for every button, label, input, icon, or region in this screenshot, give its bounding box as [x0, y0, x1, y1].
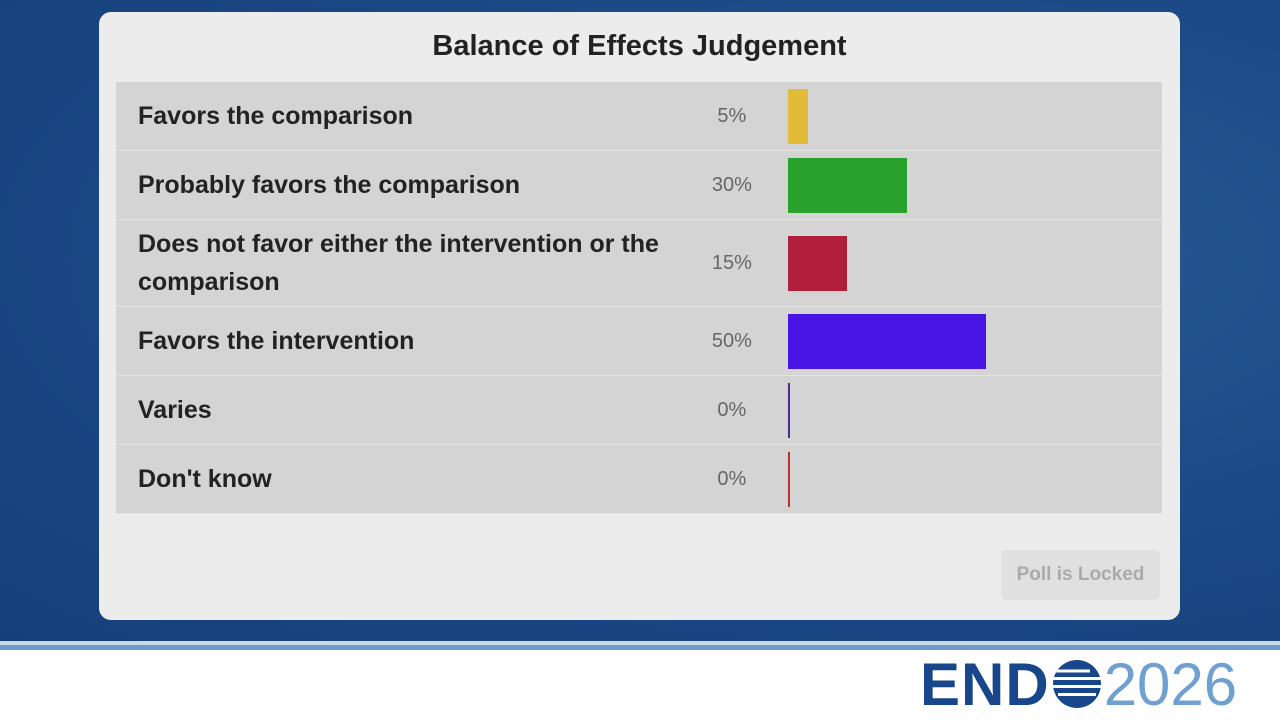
logo-globe [1049, 660, 1104, 708]
bar-track [787, 157, 1162, 213]
option-label: Does not favor either the intervention o… [138, 230, 659, 296]
bar-track [787, 382, 1162, 438]
logo: END 2026 [920, 650, 1238, 718]
bar-track [787, 451, 1162, 507]
bar [787, 157, 907, 213]
bar-track [787, 235, 1162, 291]
option-label: Probably favors the comparison [138, 171, 521, 199]
option-label: Favors the comparison [138, 102, 414, 130]
bar [787, 88, 808, 144]
option-label: Varies [138, 396, 212, 424]
bar [787, 382, 790, 438]
value-label: 15% [711, 251, 752, 274]
logo-text: END [920, 650, 1050, 718]
rule [0, 641, 1280, 645]
bar [787, 313, 986, 369]
logo-text: 2026 [1103, 650, 1238, 718]
rule [0, 645, 1280, 650]
option-label: Favors the intervention [138, 327, 415, 355]
value-label: 5% [717, 104, 747, 127]
result-row: Does not favor either the intervention o… [116, 220, 1162, 307]
result-row: Favors the intervention 50% [116, 307, 1162, 376]
value-label: 0% [717, 398, 747, 421]
value-label: 50% [711, 329, 752, 352]
value-label: 0% [717, 467, 747, 490]
bar [787, 451, 790, 507]
poll-title: Balance of Effects Judgement [432, 30, 847, 62]
result-row: Varies 0% [116, 376, 1162, 445]
result-row: Don't know 0% [116, 445, 1162, 514]
bar-track [787, 88, 1162, 144]
option-label: Don't know [138, 465, 272, 493]
poll-results: Favors the comparison 5% Probably favors t… [116, 82, 1162, 514]
bar [787, 235, 848, 291]
bar-track [787, 313, 1162, 369]
value-label: 30% [711, 173, 752, 196]
lock-button[interactable]: Poll is Locked [1001, 550, 1160, 600]
poll-panel: Balance of Effects Judgement Favors the … [99, 12, 1180, 620]
result-row: Probably favors the comparison 30% [116, 151, 1162, 220]
result-row: Favors the comparison 5% [116, 82, 1162, 151]
